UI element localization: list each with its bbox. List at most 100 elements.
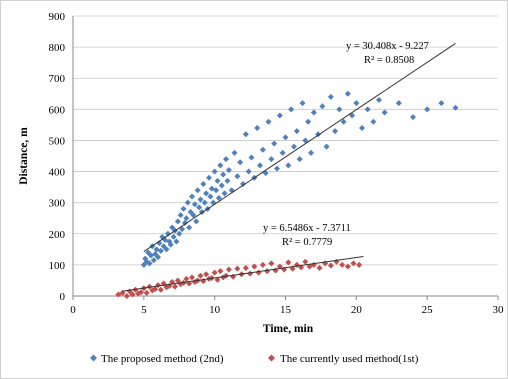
series-1-point <box>310 109 317 116</box>
series-1-point <box>327 93 334 100</box>
series-1-point <box>218 182 225 189</box>
series-1-point <box>207 193 214 200</box>
series-1-point <box>323 143 330 150</box>
series-1-point <box>231 149 238 156</box>
series-2-point <box>197 272 204 279</box>
series-1-point <box>302 137 309 144</box>
series-2-point <box>234 265 241 272</box>
series-1-point <box>376 97 382 103</box>
series-2-point <box>225 266 232 273</box>
y-tick-label: 0 <box>60 291 66 303</box>
series-1-point <box>189 193 195 200</box>
series-1-point <box>340 118 347 125</box>
series-1-point <box>174 218 181 225</box>
series-1-point <box>308 149 314 156</box>
series-2-point <box>242 265 249 271</box>
series-2-point <box>203 271 210 278</box>
series-1-point <box>265 118 272 125</box>
x-tick-label: 5 <box>141 304 147 316</box>
legend-label-series-1: The proposed method (2nd) <box>101 353 224 365</box>
legend-marker-series-2 <box>268 354 275 362</box>
series-1-point <box>332 128 339 135</box>
series-1-point <box>271 140 278 147</box>
series-1-point <box>170 233 177 240</box>
series-2-point <box>129 291 136 298</box>
series-1-point <box>177 212 184 219</box>
series-1-point <box>319 103 326 110</box>
series-1-point <box>282 134 289 141</box>
x-tick-label: 0 <box>70 304 76 316</box>
series-1-point <box>217 162 224 169</box>
y-axis-title: Distance, m <box>18 127 30 185</box>
series-2-point <box>223 272 229 279</box>
series-1-point <box>268 156 275 163</box>
series-1-point <box>194 187 201 194</box>
legend: The proposed method (2nd) The currently … <box>90 353 419 365</box>
series-1-point <box>257 162 263 169</box>
series-1-point <box>225 167 232 173</box>
series-1-point <box>240 181 246 187</box>
series-1-point <box>173 238 180 245</box>
legend-entry-series-2: The currently used method(1st) <box>268 353 419 365</box>
series-1-point <box>164 230 171 237</box>
series-1-point <box>203 190 210 197</box>
x-tick-label: 15 <box>280 304 292 316</box>
series-1-point <box>146 260 153 267</box>
series-1-point <box>279 149 286 156</box>
x-tick-label: 25 <box>422 304 434 316</box>
series-2-point <box>302 258 309 265</box>
series-2-point <box>183 275 190 282</box>
series-1-point <box>180 205 187 212</box>
series-1-point <box>181 219 188 226</box>
series-1-point <box>221 190 228 197</box>
series-2-point <box>344 263 351 270</box>
series-1-point <box>438 100 445 107</box>
series-1-point <box>296 156 303 163</box>
series-1-point <box>410 114 416 121</box>
series-1-point <box>214 177 221 184</box>
trend-layer <box>122 43 456 292</box>
series-1-point <box>305 118 312 125</box>
legend-label-series-2: The currently used method(1st) <box>280 353 419 365</box>
series-2-point <box>123 293 130 299</box>
series-2-point <box>180 279 187 286</box>
series-1-point <box>364 106 371 113</box>
series-2-point <box>174 277 181 284</box>
series-1-point <box>167 241 174 248</box>
series-1-point <box>223 156 229 163</box>
series-1-point <box>395 100 402 107</box>
x-tick-label: 30 <box>493 304 505 316</box>
series-2-point <box>339 261 346 268</box>
series-1-point <box>336 106 343 113</box>
series-1-point <box>186 224 193 231</box>
series-1-point <box>201 199 208 206</box>
y-tick-label: 800 <box>49 42 66 54</box>
series-1-point <box>206 174 212 181</box>
series-1-point <box>224 177 231 184</box>
series-2-point <box>350 260 357 267</box>
series-1-point <box>237 159 244 166</box>
series-1-point <box>288 106 295 113</box>
series-1-point <box>191 201 198 208</box>
series-2-point <box>316 265 323 271</box>
series-2-point <box>251 263 258 270</box>
series-1-point <box>291 143 297 150</box>
series-2-point <box>356 261 363 268</box>
series-2-point <box>138 289 144 296</box>
series-1-point <box>155 254 161 261</box>
series-2-point <box>217 268 224 275</box>
series-1-point <box>163 246 170 253</box>
series-2-r-squared: R² = 0.7779 <box>282 237 332 248</box>
series-1-point <box>424 106 431 113</box>
series-2-point <box>157 286 164 293</box>
y-tick-label: 700 <box>49 73 66 85</box>
series-2-point <box>143 289 150 296</box>
x-tick-label: 20 <box>351 304 363 316</box>
series-2-point <box>327 262 334 269</box>
series-2-point <box>214 276 221 283</box>
series-1-point <box>381 109 388 116</box>
series-1-point <box>213 187 220 194</box>
x-axis-title: Time, min <box>263 323 314 335</box>
series-1-point <box>285 162 292 169</box>
